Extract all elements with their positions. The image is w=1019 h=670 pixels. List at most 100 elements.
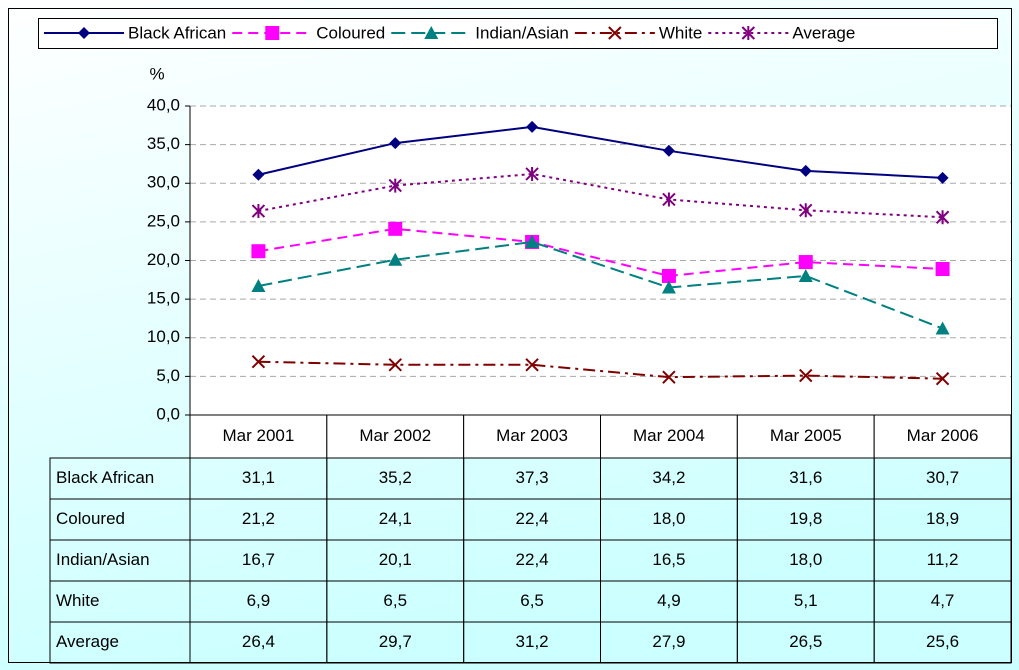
y-tick-label: 30,0 xyxy=(147,173,180,192)
table-row-label: Average xyxy=(56,632,119,651)
marker xyxy=(799,368,813,383)
table-value: 11,2 xyxy=(927,550,959,569)
legend-label: Coloured xyxy=(316,23,385,42)
marker xyxy=(799,203,813,218)
table-value: 6,5 xyxy=(383,591,407,610)
table-cell xyxy=(326,414,465,459)
marker xyxy=(388,358,402,372)
y-tick-label: 5,0 xyxy=(156,366,180,385)
marker xyxy=(388,221,403,236)
marker xyxy=(799,164,812,177)
series-line xyxy=(258,125,943,179)
marker xyxy=(661,268,676,283)
marker xyxy=(608,26,622,40)
table-row-label: Coloured xyxy=(56,509,125,528)
table-row-label: White xyxy=(56,591,99,610)
marker xyxy=(251,278,266,292)
table-value: 30,7 xyxy=(926,468,959,487)
y-tick-label: 10,0 xyxy=(147,327,180,346)
marker xyxy=(252,168,265,181)
series-line xyxy=(258,360,943,380)
x-tick-label: Mar 2002 xyxy=(359,426,431,445)
marker xyxy=(935,261,950,276)
table-value: 22,4 xyxy=(516,509,549,528)
y-tick-label: 15,0 xyxy=(147,289,180,308)
y-tick-label: 0,0 xyxy=(156,404,180,423)
marker xyxy=(265,26,280,40)
marker xyxy=(388,178,402,193)
marker xyxy=(935,210,950,225)
marker xyxy=(251,354,266,369)
y-axis-label: % xyxy=(149,64,164,83)
series-line xyxy=(258,227,943,277)
marker xyxy=(798,255,813,270)
table-row-label: Black African xyxy=(56,468,154,487)
x-tick-label: Mar 2001 xyxy=(223,426,295,445)
table-row-label: Indian/Asian xyxy=(56,550,150,569)
y-tick-label: 25,0 xyxy=(147,211,180,230)
y-tick-label: 40,0 xyxy=(147,95,180,114)
legend-box xyxy=(38,18,998,49)
marker xyxy=(935,321,950,335)
marker xyxy=(798,268,813,282)
marker xyxy=(741,26,756,40)
marker xyxy=(389,137,402,150)
table-value: 26,5 xyxy=(789,632,822,651)
table-value: 18,0 xyxy=(652,509,685,528)
marker xyxy=(251,204,266,219)
table-cell xyxy=(736,414,875,459)
y-tick-label: 35,0 xyxy=(147,134,180,153)
marker xyxy=(935,371,950,386)
marker xyxy=(424,26,439,39)
table-value: 22,4 xyxy=(516,550,549,569)
table-value: 5,1 xyxy=(794,591,818,610)
table-value: 20,1 xyxy=(379,550,412,569)
table-value: 35,2 xyxy=(379,468,412,487)
table-value: 18,0 xyxy=(789,550,822,569)
table-value: 29,7 xyxy=(379,632,412,651)
marker xyxy=(525,166,539,181)
x-tick-label: Mar 2006 xyxy=(907,426,979,445)
table-value: 4,7 xyxy=(931,591,955,610)
table-cell xyxy=(189,414,328,459)
table-value: 19,8 xyxy=(789,509,822,528)
table-value: 37,3 xyxy=(516,468,549,487)
table-value: 31,2 xyxy=(516,632,549,651)
table-value: 16,7 xyxy=(242,550,275,569)
marker xyxy=(662,370,676,384)
table-value: 6,9 xyxy=(247,591,271,610)
table-value: 6,5 xyxy=(520,591,544,610)
marker xyxy=(78,27,90,39)
marker xyxy=(662,192,676,207)
table-value: 34,2 xyxy=(652,468,685,487)
table-cell xyxy=(600,414,738,459)
marker xyxy=(661,280,676,294)
marker xyxy=(388,252,403,266)
marker xyxy=(251,244,266,259)
table-value: 4,9 xyxy=(657,591,681,610)
x-tick-label: Mar 2005 xyxy=(770,426,842,445)
table-value: 16,5 xyxy=(652,550,685,569)
table-value: 21,2 xyxy=(242,509,275,528)
table-value: 26,4 xyxy=(242,632,275,651)
marker xyxy=(662,144,675,157)
marker xyxy=(525,234,540,248)
marker xyxy=(936,171,949,184)
table-value: 24,1 xyxy=(379,509,412,528)
legend-label: White xyxy=(659,23,702,42)
y-tick-label: 20,0 xyxy=(147,250,180,269)
table-value: 25,6 xyxy=(926,632,959,651)
x-tick-label: Mar 2004 xyxy=(633,426,705,445)
table-cell xyxy=(873,621,1012,664)
x-tick-label: Mar 2003 xyxy=(496,426,568,445)
table-value: 27,9 xyxy=(652,632,685,651)
table-cell xyxy=(873,414,1012,459)
legend-label: Indian/Asian xyxy=(475,23,569,42)
table-cell xyxy=(463,414,601,459)
series-line xyxy=(258,240,943,330)
table-value: 31,6 xyxy=(789,468,822,487)
series-line xyxy=(258,172,943,219)
table-value: 31,1 xyxy=(242,468,275,487)
table-value: 18,9 xyxy=(926,509,959,528)
